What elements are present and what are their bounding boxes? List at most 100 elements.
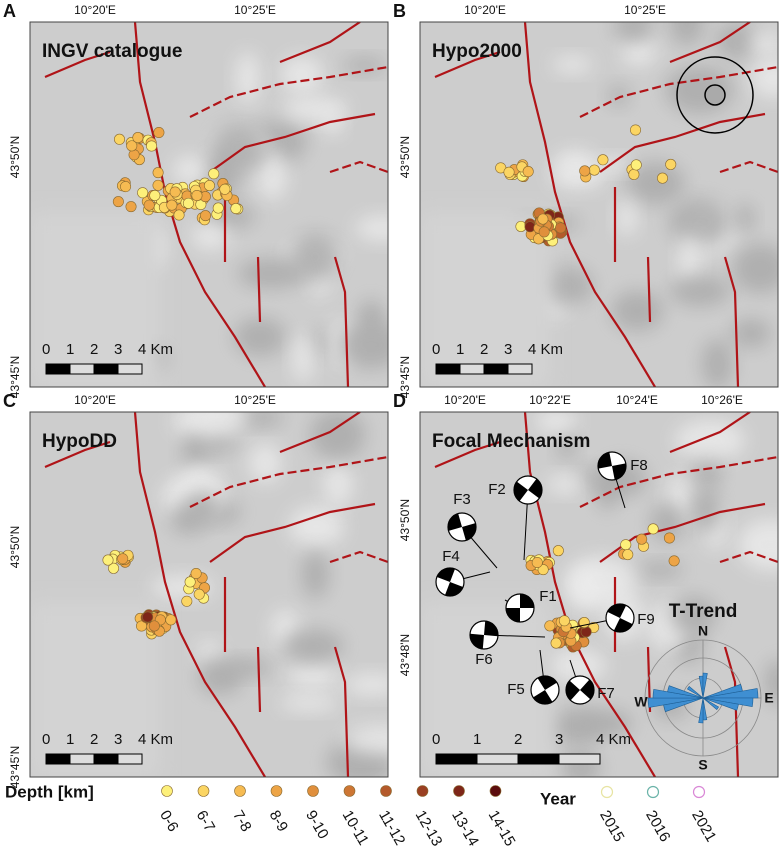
earthquake [588, 164, 600, 176]
legend-dot [234, 785, 246, 797]
y-coordinate-label: 43°45'N [398, 356, 412, 398]
earthquake [212, 202, 224, 214]
earthquake [628, 168, 640, 180]
legend-label: 2016 [642, 807, 673, 844]
relief [191, 222, 230, 251]
scale-segment [435, 753, 478, 765]
legend-year-dot [692, 785, 706, 799]
scale-segment [93, 363, 119, 375]
legend-label: 6-7 [193, 807, 219, 834]
map [30, 412, 388, 777]
fault [209, 502, 376, 563]
relief [355, 215, 388, 242]
legend-dot [453, 785, 465, 797]
x-coordinate-label: 10°22'E [529, 393, 571, 407]
y-coordinate-label: 43°50'N [8, 526, 22, 568]
relief [323, 461, 353, 507]
scale-segment [483, 363, 509, 375]
earthquake [630, 159, 642, 171]
earthquake [647, 523, 659, 535]
earthquake [550, 637, 562, 649]
fault [133, 412, 266, 777]
earthquake [558, 615, 570, 627]
relief [196, 641, 222, 662]
legend-label: 8-9 [266, 807, 292, 834]
relief [737, 519, 778, 571]
rose-petal [702, 672, 708, 699]
map [420, 412, 778, 777]
earthquake [113, 133, 125, 145]
earthquake [173, 209, 185, 221]
earthquake [552, 545, 564, 557]
scale-label: 4 Km [528, 341, 563, 358]
legend-label: 10-11 [339, 807, 372, 848]
fault [669, 22, 751, 64]
legend-label: 7-8 [229, 807, 255, 834]
fault [256, 646, 262, 713]
rose-title: T-Trend [669, 601, 738, 622]
scale-segment [517, 753, 560, 765]
scale-segment [93, 753, 119, 765]
earthquake [153, 127, 165, 139]
relief [552, 55, 593, 74]
earthquake [152, 179, 164, 191]
beachball-quadrant [470, 621, 498, 649]
earthquake [148, 620, 160, 632]
y-coordinate-label: 43°45'N [8, 356, 22, 398]
fault [329, 160, 388, 174]
relief [344, 673, 388, 696]
focal-label: F8 [630, 457, 648, 474]
relief [186, 412, 248, 437]
relief [616, 199, 637, 237]
scale-segment [117, 363, 143, 375]
rose-petal [702, 688, 759, 699]
focal-label: F1 [539, 588, 557, 605]
scale-label: 2 [90, 731, 98, 748]
rose-direction: W [634, 694, 648, 710]
scale-label: 4 Km [596, 731, 631, 748]
legend-label: 2021 [688, 807, 719, 844]
y-coordinate-label: 43°50'N [398, 136, 412, 178]
legend-title: Depth [km] [5, 782, 94, 801]
earthquake [522, 166, 534, 178]
fault [209, 112, 376, 173]
relief [282, 629, 344, 663]
plain [420, 212, 550, 387]
scale-label: 1 [66, 341, 74, 358]
relief [613, 22, 654, 42]
locator-ring [676, 56, 754, 134]
panel-title: HypoDD [42, 431, 117, 452]
fault [44, 50, 111, 79]
legend-dot [161, 785, 173, 797]
fault [434, 50, 501, 79]
earthquake [165, 614, 177, 626]
scale-segment [117, 753, 143, 765]
earthquake [117, 553, 129, 565]
earthquake [132, 132, 144, 144]
relief [678, 236, 701, 287]
relief [197, 659, 243, 696]
relief [338, 320, 388, 369]
fault [44, 440, 111, 469]
rose-petal [702, 697, 739, 711]
earthquake [184, 576, 196, 588]
scale-label: 3 [504, 341, 512, 358]
relief [248, 443, 282, 483]
scale-label: 0 [432, 341, 440, 358]
focal-label: F3 [453, 491, 471, 508]
scale-label: 1 [456, 341, 464, 358]
relief [280, 55, 324, 94]
earthquake [537, 213, 549, 225]
scale-segment [45, 753, 71, 765]
relief [669, 596, 717, 635]
relief [287, 662, 339, 688]
map-frame [29, 411, 389, 778]
plain [30, 212, 160, 387]
relief [211, 122, 265, 173]
relief [701, 338, 734, 387]
focal-label: F5 [507, 681, 525, 698]
beachball-quadrant [448, 513, 476, 541]
relief [607, 84, 630, 107]
scale-label: 0 [432, 731, 440, 748]
